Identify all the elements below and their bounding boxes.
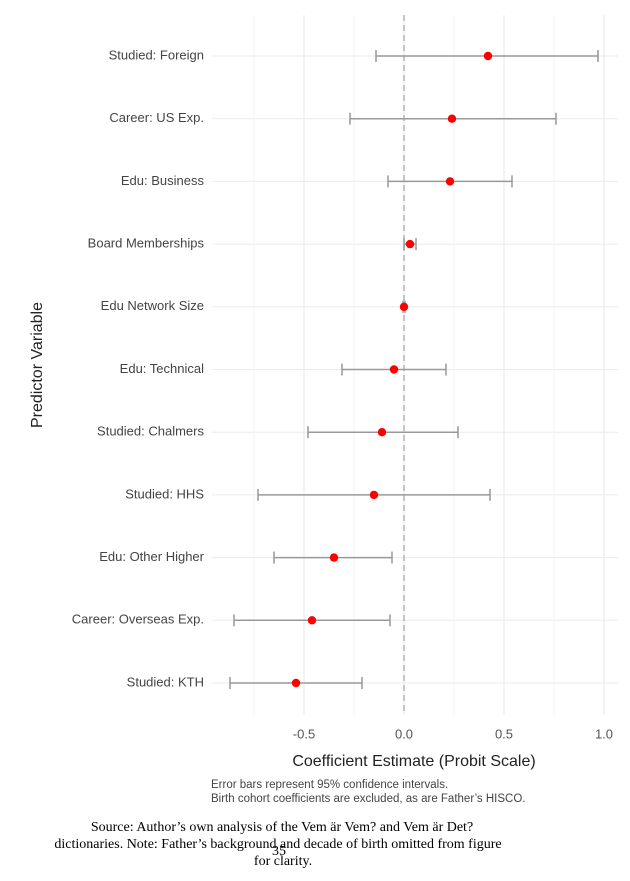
point <box>369 490 379 500</box>
point <box>399 302 409 311</box>
point <box>377 428 387 437</box>
y-tick-label: Edu: Technical <box>120 361 204 376</box>
x-tick-label: 0.0 <box>395 726 413 741</box>
point <box>329 553 339 562</box>
source-note: for clarity. <box>254 854 312 869</box>
x-tick-label: 0.5 <box>495 726 513 741</box>
caption: Birth cohort coefficients are excluded, … <box>211 793 525 805</box>
y-tick-label: Board Memberships <box>88 236 205 251</box>
x-tick-label: -0.5 <box>293 726 315 741</box>
y-tick-label: Edu Network Size <box>101 298 204 313</box>
y-axis-label: Predictor Variable <box>29 302 46 428</box>
y-tick-label: Career: Overseas Exp. <box>72 612 204 627</box>
point <box>483 51 493 61</box>
y-tick-label: Studied: HHS <box>125 486 204 501</box>
y-tick-label: Studied: Foreign <box>109 47 204 62</box>
y-tick-label: Edu: Other Higher <box>99 549 204 564</box>
point <box>291 678 301 688</box>
y-tick-label: Studied: KTH <box>127 674 204 689</box>
point <box>307 616 317 625</box>
x-tick-label: 1.0 <box>595 726 613 741</box>
source-note: dictionaries. Note: Father’s background … <box>54 837 501 852</box>
page-number: 35 <box>272 844 286 859</box>
point <box>389 365 399 374</box>
y-tick-label: Studied: Chalmers <box>97 424 204 439</box>
x-axis-label: Coefficient Estimate (Probit Scale) <box>292 753 535 770</box>
caption: Error bars represent 95% confidence inte… <box>211 779 448 791</box>
point <box>405 239 415 249</box>
point <box>445 177 455 186</box>
source-note: Source: Author’s own analysis of the Vem… <box>91 820 473 835</box>
point <box>447 114 457 123</box>
y-tick-label: Edu: Business <box>121 173 205 188</box>
y-tick-label: Career: US Exp. <box>109 110 204 125</box>
